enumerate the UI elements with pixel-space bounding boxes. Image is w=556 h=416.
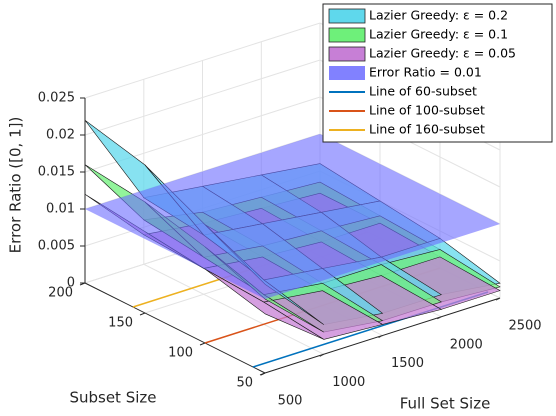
x-tick-label: 2500 (508, 319, 541, 334)
legend-label: Lazier Greedy: ε = 0.05 (369, 46, 516, 61)
grid-line (84, 96, 501, 188)
x-axis-label: Full Set Size (400, 395, 491, 413)
y-tick-label: 100 (168, 346, 193, 361)
x-axis (264, 297, 501, 374)
legend-label: Lazier Greedy: ε = 0.2 (369, 8, 508, 23)
legend-label: Error Ratio = 0.01 (369, 65, 482, 80)
z-tick-label: 0.02 (46, 128, 75, 143)
x-tick-label: 2000 (450, 337, 483, 352)
tick-mark (259, 372, 266, 376)
y-axis (84, 282, 266, 374)
legend-swatch (328, 8, 366, 24)
legend-label: Lazier Greedy: ε = 0.1 (369, 27, 508, 42)
x-tick-label: 500 (278, 394, 303, 409)
z-tick-label: 0 (67, 276, 75, 291)
z-axis-label: Error Ratio ([0, 1]) (7, 117, 25, 254)
legend-swatch (328, 46, 366, 62)
y-tick-label: 50 (236, 376, 253, 391)
y-tick-label: 150 (108, 316, 133, 331)
z-tick-label: 0.015 (38, 165, 75, 180)
x-tick-label: 1000 (332, 375, 365, 390)
legend-label: Line of 160-subset (369, 122, 485, 137)
legend: Lazier Greedy: ε = 0.2 Lazier Greedy: ε =… (322, 3, 553, 143)
legend-label: Line of 60-subset (369, 84, 477, 99)
legend-swatch (329, 66, 365, 80)
x-tick-label: 1500 (391, 356, 424, 371)
y-tick-label: 200 (48, 286, 73, 301)
tick-mark (139, 312, 146, 316)
legend-label: Line of 100-subset (369, 103, 485, 118)
z-tick-label: 0.01 (46, 202, 75, 217)
z-tick-label: 0.025 (38, 91, 75, 106)
z-tick-label: 0.005 (38, 239, 75, 254)
surface-cell (204, 268, 324, 340)
y-axis-label: Subset Size (69, 389, 156, 407)
legend-swatch (328, 27, 366, 43)
tick-mark (199, 342, 206, 346)
threshold-plane (85, 134, 500, 299)
